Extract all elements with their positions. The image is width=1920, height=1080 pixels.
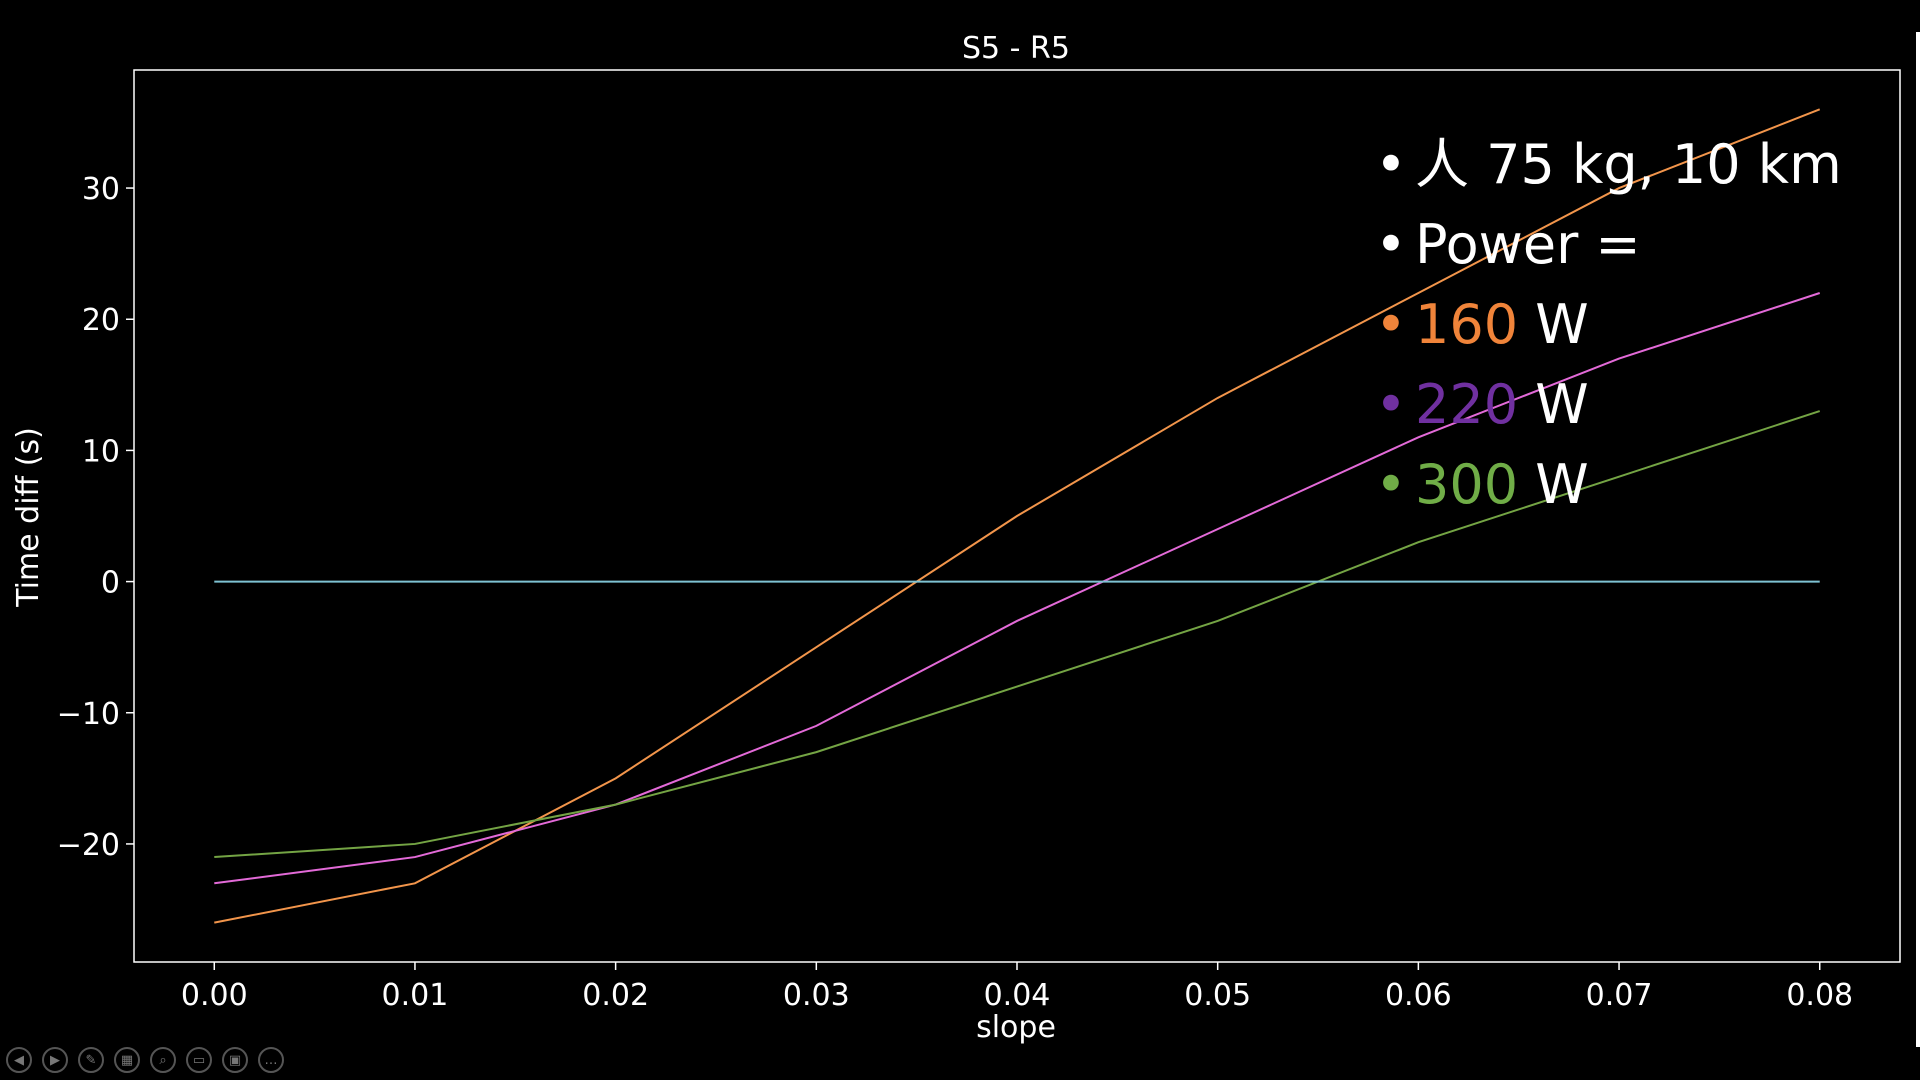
camera-icon[interactable]: ▣ (222, 1047, 248, 1073)
y-tick-label: −20 (57, 828, 120, 863)
see-all-slides-icon[interactable]: ▦ (114, 1047, 140, 1073)
y-tick-label: 20 (82, 303, 120, 338)
annotation-power-220: • 220 W (1375, 365, 1842, 445)
annotation-text-2: Power = (1415, 213, 1641, 276)
x-tick-label: 0.06 (1385, 978, 1452, 1013)
annotation-power-160: • 160 W (1375, 285, 1842, 365)
annotation-power-300: • 300 W (1375, 445, 1842, 525)
series-layer (214, 108, 1821, 924)
annotation-text-1: 人 75 kg, 10 km (1415, 133, 1842, 196)
x-tick-label: 0.05 (1184, 978, 1251, 1013)
power-unit: W (1535, 453, 1589, 516)
power-value: 220 (1415, 373, 1519, 436)
x-axis-label: slope (976, 1010, 1056, 1045)
bullet-icon: • (1375, 213, 1407, 276)
x-tick-label: 0.02 (582, 978, 649, 1013)
chart-title: S5 - R5 (962, 31, 1070, 66)
more-options-icon[interactable]: … (258, 1047, 284, 1073)
bullet-icon: • (1375, 133, 1407, 196)
pen-icon[interactable]: ✎ (78, 1047, 104, 1073)
presentation-controls: ◀ ▶ ✎ ▦ ⌕ ▭ ▣ … (6, 1047, 284, 1073)
bullet-icon: • (1375, 453, 1407, 516)
power-unit: W (1535, 373, 1589, 436)
previous-slide-icon[interactable]: ◀ (6, 1047, 32, 1073)
chart-annotations: • 人 75 kg, 10 km • Power = • 160 W • 220 W •… (1375, 125, 1842, 525)
series-line-3 (214, 410, 1821, 859)
y-tick-label: 0 (101, 566, 120, 601)
annotation-line-2: • Power = (1375, 205, 1842, 285)
axis-layer: 0.00 0.01 0.02 0.03 0.04 0.05 0.06 0.07 0.08 −20 −… (57, 172, 1853, 1013)
bullet-icon: • (1375, 293, 1407, 356)
x-tick-label: 0.03 (783, 978, 850, 1013)
x-tick-label: 0.01 (382, 978, 449, 1013)
annotation-line-1: • 人 75 kg, 10 km (1375, 125, 1842, 205)
x-tick-label: 0.00 (181, 978, 248, 1013)
x-tick-label: 0.08 (1786, 978, 1853, 1013)
x-tick-label: 0.04 (984, 978, 1051, 1013)
y-tick-label: −10 (57, 697, 120, 732)
y-axis-label: Time diff (s) (11, 427, 46, 608)
zoom-icon[interactable]: ⌕ (150, 1047, 176, 1073)
next-slide-icon[interactable]: ▶ (42, 1047, 68, 1073)
subtitles-icon[interactable]: ▭ (186, 1047, 212, 1073)
power-value: 160 (1415, 293, 1519, 356)
series-line-1 (214, 108, 1821, 924)
slide-edge (1916, 32, 1920, 1047)
y-tick-label: 10 (82, 434, 120, 469)
power-value: 300 (1415, 453, 1519, 516)
power-unit: W (1535, 293, 1589, 356)
y-tick-label: 30 (82, 172, 120, 207)
x-tick-label: 0.07 (1586, 978, 1653, 1013)
series-line-2 (214, 292, 1821, 885)
bullet-icon: • (1375, 373, 1407, 436)
